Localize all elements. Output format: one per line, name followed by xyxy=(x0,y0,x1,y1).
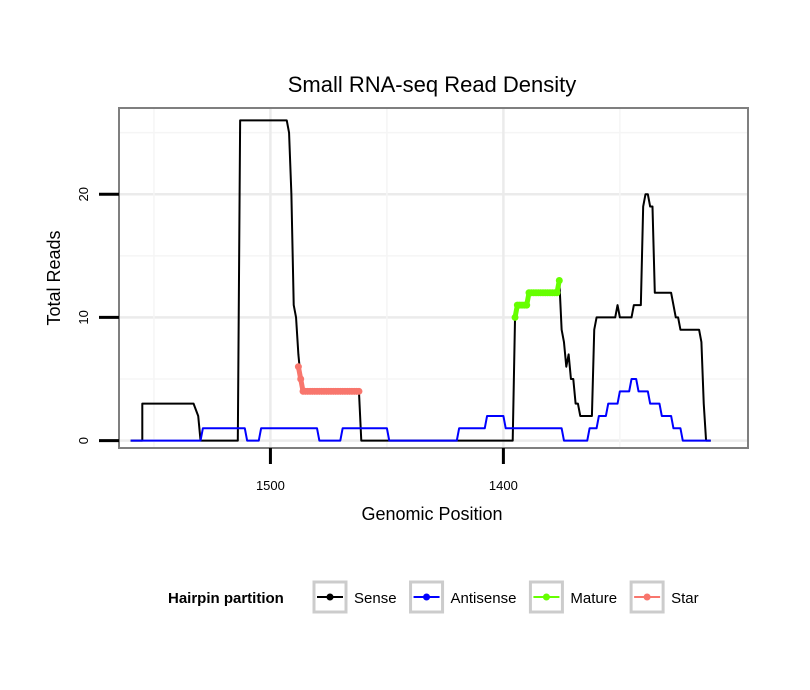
plot-frame xyxy=(118,107,749,449)
legend: Hairpin partition Sense Antisense Mature St… xyxy=(168,580,699,614)
data-point-star xyxy=(297,375,305,383)
x-tick-label: 1400 xyxy=(489,478,518,493)
data-point-mature xyxy=(553,289,561,297)
chart-title: Small RNA-seq Read Density xyxy=(288,72,577,97)
series-antisense xyxy=(130,378,711,442)
legend-key-point xyxy=(643,593,651,601)
legend-item-star: Star xyxy=(629,580,699,614)
data-point-star xyxy=(355,387,363,395)
y-tick-label: 20 xyxy=(76,187,91,201)
series-layer xyxy=(130,119,711,442)
data-point-mature xyxy=(555,276,563,284)
data-point-mature xyxy=(511,313,519,321)
legend-label: Mature xyxy=(570,590,617,607)
legend-title: Hairpin partition xyxy=(168,590,284,607)
x-axis-title: Genomic Position xyxy=(361,504,502,524)
legend-key-point xyxy=(423,593,431,601)
gridlines xyxy=(119,108,748,448)
y-axis: 0 10 20 xyxy=(76,187,119,444)
series-line-antisense xyxy=(130,378,711,442)
panel-border xyxy=(118,107,749,449)
x-axis: 1500 1400 xyxy=(256,448,518,493)
x-tick-label: 1500 xyxy=(256,478,285,493)
legend-label: Star xyxy=(671,590,699,607)
legend-label: Antisense xyxy=(451,590,517,607)
legend-item-sense: Sense xyxy=(312,580,397,614)
data-point-mature xyxy=(523,301,531,309)
y-axis-title: Total Reads xyxy=(44,230,64,325)
legend-key-point xyxy=(542,593,550,601)
series-line-sense xyxy=(130,119,711,442)
y-tick-label: 0 xyxy=(76,437,91,444)
series-sense xyxy=(130,119,711,442)
y-tick-label: 10 xyxy=(76,310,91,324)
series-star xyxy=(294,363,363,395)
legend-key-point xyxy=(326,593,334,601)
series-mature xyxy=(511,276,563,321)
legend-item-antisense: Antisense xyxy=(409,580,517,614)
legend-label: Sense xyxy=(354,590,397,607)
legend-item-mature: Mature xyxy=(528,580,617,614)
data-point-star xyxy=(294,363,302,371)
